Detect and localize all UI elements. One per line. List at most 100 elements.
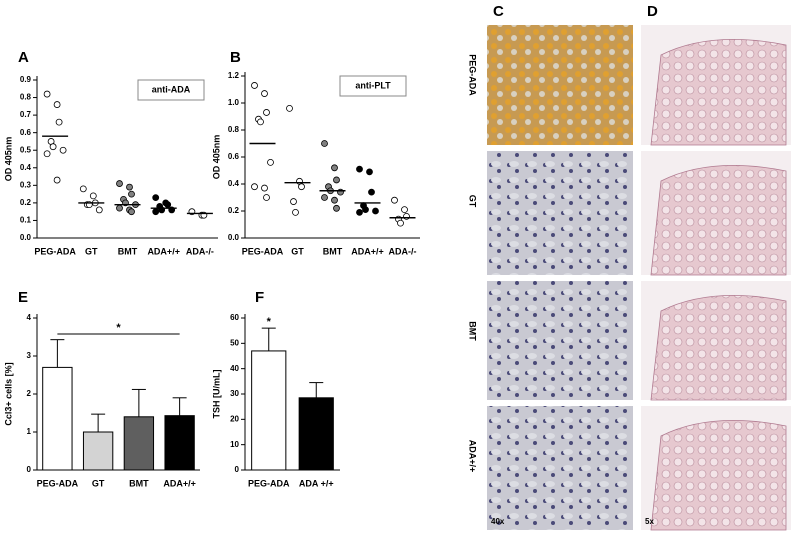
bar — [42, 366, 73, 471]
data-point — [128, 190, 135, 198]
data-point — [251, 82, 258, 89]
magnification: 5x — [645, 517, 654, 526]
x-tick-label: BMT — [323, 246, 343, 256]
bar — [82, 431, 114, 471]
y-tick-label: 2 — [27, 389, 32, 398]
x-tick-label: PEG-ADA — [34, 246, 76, 256]
y-tick-label: 0.6 — [228, 152, 240, 161]
tissue-section — [650, 295, 787, 401]
data-point — [55, 118, 63, 126]
data-point — [126, 183, 133, 191]
row-label: ADA+/+ — [468, 440, 478, 473]
y-tick-label: 0.8 — [20, 93, 32, 102]
y-tick-label: 0.2 — [228, 206, 240, 215]
y-axis-label: OD 405nm — [211, 135, 221, 180]
x-tick-label: ADA-/- — [186, 246, 214, 256]
data-point — [362, 206, 369, 214]
y-tick-label: 40 — [230, 364, 239, 373]
data-point — [267, 158, 274, 166]
micrograph — [487, 406, 633, 530]
y-tick-label: 0.0 — [228, 233, 240, 242]
row-label: BMT — [468, 321, 478, 341]
data-point — [152, 208, 160, 216]
data-point — [403, 212, 410, 220]
bar — [251, 350, 287, 471]
data-point — [331, 196, 338, 204]
bar — [164, 415, 195, 471]
data-point — [368, 188, 375, 196]
x-tick-label: ADA+/+ — [351, 246, 384, 256]
y-tick-label: 0.6 — [20, 128, 32, 137]
x-tick-label: GT — [85, 246, 98, 256]
x-tick-label: BMT — [118, 246, 138, 256]
data-point — [263, 109, 270, 116]
data-point — [372, 207, 379, 215]
tissue-section — [650, 165, 787, 276]
data-point — [397, 219, 404, 227]
data-point — [43, 150, 51, 158]
panel-letter: A — [18, 49, 29, 66]
legend-text: anti-PLT — [355, 80, 391, 90]
y-axis-label: Ccl3+ cells [%] — [3, 362, 13, 425]
y-tick-label: 0.3 — [20, 180, 32, 189]
data-point — [333, 204, 340, 212]
x-tick-label: BMT — [129, 478, 149, 488]
y-tick-label: 1.0 — [228, 98, 240, 107]
y-tick-label: 0 — [235, 465, 240, 474]
panel-letter: F — [255, 289, 264, 306]
y-tick-label: 60 — [230, 313, 239, 322]
panel-letter: B — [230, 49, 241, 66]
legend-text: anti-ADA — [152, 84, 191, 94]
legend-box — [339, 75, 407, 97]
y-tick-label: 0 — [27, 465, 32, 474]
panel-letter: E — [18, 289, 28, 306]
x-tick-label: ADA+/+ — [163, 478, 196, 488]
data-point — [356, 208, 363, 216]
micrograph — [487, 25, 633, 145]
micrograph — [487, 151, 633, 275]
data-point — [43, 90, 51, 98]
y-axis-label: TSH [U/mL] — [211, 370, 221, 419]
data-point — [49, 143, 57, 151]
data-point — [261, 184, 268, 192]
x-tick-label: GT — [291, 246, 304, 256]
data-point — [333, 176, 340, 184]
data-point — [79, 185, 87, 193]
data-point — [263, 194, 270, 201]
y-tick-label: 0.5 — [20, 145, 32, 154]
y-tick-label: 0.4 — [228, 179, 240, 188]
y-tick-label: 0.2 — [20, 198, 32, 207]
data-point — [286, 105, 293, 112]
data-point — [128, 208, 135, 216]
x-tick-label: PEG-ADA — [242, 246, 284, 256]
magnification: 40x — [491, 517, 505, 526]
y-tick-label: 0.9 — [20, 75, 32, 84]
y-axis-label: OD 405nm — [3, 137, 13, 182]
bar — [123, 416, 155, 471]
x-tick-label: ADA-/- — [389, 246, 417, 256]
y-tick-label: 50 — [230, 338, 239, 347]
x-tick-label: ADA +/+ — [299, 478, 334, 488]
row-label: PEG-ADA — [468, 54, 478, 96]
data-point — [53, 176, 61, 184]
legend-box — [137, 79, 205, 101]
y-tick-label: 0.8 — [228, 125, 240, 134]
tissue-section — [650, 420, 787, 531]
x-tick-label: ADA+/+ — [147, 246, 180, 256]
data-point — [331, 164, 338, 172]
data-point — [59, 146, 67, 154]
y-tick-label: 20 — [230, 414, 239, 423]
data-point — [116, 204, 123, 212]
significance-mark: * — [267, 316, 272, 328]
data-point — [356, 165, 363, 173]
data-point — [95, 206, 103, 214]
panel-letter: C — [493, 3, 504, 20]
data-point — [298, 183, 305, 191]
x-tick-label: PEG-ADA — [248, 478, 290, 488]
significance-mark: * — [116, 322, 121, 334]
x-tick-label: GT — [92, 478, 105, 488]
data-point — [366, 168, 373, 176]
panel-letter: D — [647, 3, 658, 20]
y-tick-label: 30 — [230, 389, 239, 398]
